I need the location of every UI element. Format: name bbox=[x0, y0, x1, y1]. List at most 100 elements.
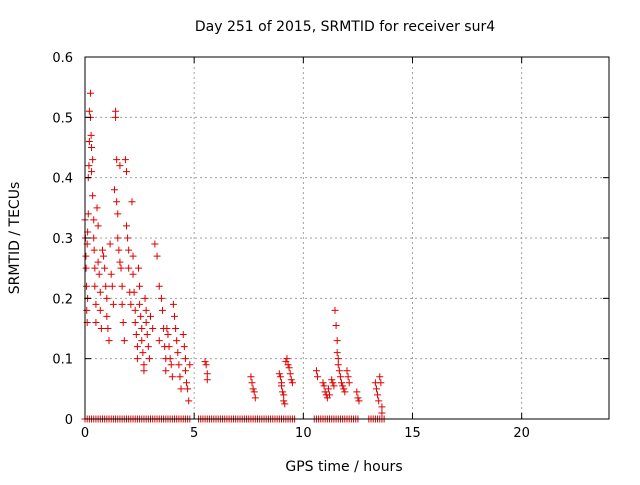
data-point bbox=[141, 294, 149, 302]
y-tick-label: 0.5 bbox=[52, 111, 73, 126]
data-point bbox=[374, 391, 382, 399]
axis-ticks: 0 5 10 15 20 0 0.1 0.2 0.3 0.4 0.5 0.6 bbox=[52, 51, 609, 441]
data-point bbox=[142, 306, 150, 314]
y-axis-label: SRMTID / TECUs bbox=[7, 182, 23, 295]
data-point bbox=[353, 388, 361, 396]
data-point bbox=[247, 373, 255, 381]
data-point bbox=[138, 337, 146, 345]
data-point bbox=[100, 252, 108, 260]
data-point bbox=[91, 282, 99, 290]
data-point bbox=[285, 364, 293, 372]
data-point bbox=[107, 270, 115, 278]
data-point bbox=[140, 361, 148, 369]
data-point bbox=[376, 373, 384, 381]
data-point bbox=[130, 288, 138, 296]
data-point bbox=[181, 367, 189, 375]
data-point bbox=[343, 367, 351, 375]
data-point bbox=[145, 355, 153, 363]
data-point bbox=[115, 246, 123, 254]
data-point bbox=[125, 264, 133, 272]
data-point bbox=[333, 349, 341, 357]
data-point bbox=[105, 337, 113, 345]
data-point bbox=[87, 131, 95, 139]
data-point bbox=[338, 379, 346, 387]
data-point bbox=[95, 270, 103, 278]
data-point bbox=[83, 306, 91, 314]
data-point bbox=[128, 198, 136, 206]
data-point bbox=[103, 294, 111, 302]
data-point bbox=[122, 222, 130, 230]
data-point bbox=[82, 252, 90, 260]
data-point bbox=[172, 325, 180, 332]
data-point bbox=[85, 162, 93, 170]
data-point bbox=[287, 376, 295, 384]
data-point bbox=[140, 367, 148, 375]
data-point bbox=[131, 306, 139, 314]
data-point bbox=[288, 379, 296, 387]
data-point bbox=[109, 300, 117, 308]
data-point bbox=[284, 361, 292, 369]
data-point bbox=[90, 246, 98, 254]
data-point bbox=[341, 388, 349, 396]
data-point bbox=[355, 397, 363, 405]
x-tick-label: 10 bbox=[295, 426, 312, 441]
data-point bbox=[335, 367, 343, 375]
data-point bbox=[101, 264, 109, 272]
y-tick-label: 0.4 bbox=[52, 172, 73, 187]
x-axis-label: GPS time / hours bbox=[285, 459, 402, 475]
data-point bbox=[331, 306, 339, 314]
data-point bbox=[168, 373, 176, 381]
data-point bbox=[138, 325, 146, 332]
data-point bbox=[378, 409, 386, 417]
data-point bbox=[332, 321, 340, 329]
data-point bbox=[283, 355, 291, 363]
data-point bbox=[90, 216, 98, 224]
data-point bbox=[112, 107, 120, 115]
data-point bbox=[83, 282, 91, 290]
data-point bbox=[119, 318, 127, 326]
data-point bbox=[202, 361, 210, 369]
data-point bbox=[113, 156, 121, 164]
data-point bbox=[183, 379, 191, 387]
data-point bbox=[133, 343, 141, 351]
data-point bbox=[85, 107, 93, 115]
data-point bbox=[276, 373, 284, 381]
data-point bbox=[122, 168, 130, 176]
data-point bbox=[275, 370, 283, 378]
data-point bbox=[329, 379, 337, 387]
data-point bbox=[173, 337, 181, 345]
data-point bbox=[333, 337, 341, 345]
data-point bbox=[136, 300, 144, 308]
data-point bbox=[334, 361, 342, 369]
x-tick-label: 5 bbox=[190, 426, 198, 441]
data-point bbox=[281, 400, 289, 408]
data-point bbox=[102, 282, 110, 290]
data-point bbox=[147, 312, 154, 320]
data-point bbox=[118, 282, 126, 290]
data-point bbox=[184, 385, 192, 393]
data-point bbox=[164, 331, 172, 339]
data-point bbox=[186, 361, 194, 369]
data-point bbox=[116, 258, 124, 266]
data-point bbox=[97, 325, 105, 332]
data-point bbox=[169, 300, 177, 308]
data-point bbox=[314, 373, 322, 381]
data-point bbox=[159, 306, 167, 314]
data-point bbox=[129, 252, 137, 260]
data-point bbox=[167, 361, 175, 369]
data-point bbox=[354, 394, 362, 402]
data-point bbox=[344, 373, 352, 381]
data-point bbox=[113, 198, 121, 206]
data-point bbox=[181, 355, 189, 363]
data-point bbox=[89, 156, 97, 164]
data-point bbox=[104, 325, 112, 332]
data-point bbox=[142, 318, 150, 326]
data-point bbox=[179, 331, 187, 339]
data-point bbox=[137, 312, 145, 320]
data-point bbox=[280, 391, 288, 399]
data-point bbox=[340, 385, 348, 393]
data-point bbox=[124, 234, 132, 242]
data-point bbox=[180, 343, 188, 351]
